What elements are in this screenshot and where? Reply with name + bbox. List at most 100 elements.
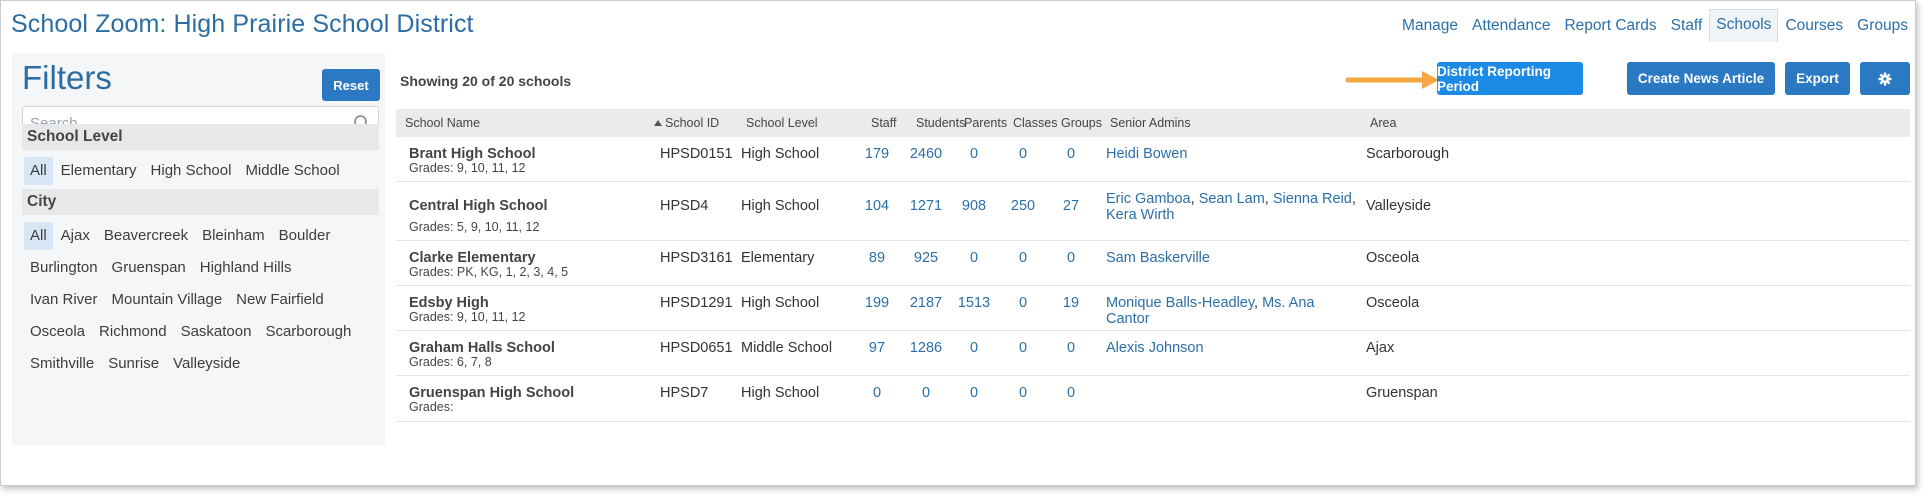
admin-link[interactable]: Monique Balls-Headley <box>1106 295 1255 311</box>
city-option-valleyside[interactable]: Valleyside <box>173 355 241 372</box>
parents-count[interactable]: 0 <box>969 250 979 266</box>
parents-count[interactable]: 0 <box>969 340 979 356</box>
students-count[interactable]: 1271 <box>909 198 943 214</box>
city-option-sunrise[interactable]: Sunrise <box>108 355 160 372</box>
admin-link[interactable]: Ms. Ana Cantor <box>1106 295 1315 327</box>
city-option-beavercreek[interactable]: Beavercreek <box>103 227 189 244</box>
table-row[interactable]: Gruenspan High School Grades: HPSD7 High Sc… <box>396 376 1910 422</box>
reset-button[interactable]: Reset <box>322 69 380 101</box>
students-count[interactable]: 0 <box>921 385 931 401</box>
col-school-id[interactable]: School ID <box>654 116 719 130</box>
staff-count[interactable]: 0 <box>872 385 882 401</box>
admin-link[interactable]: Heidi Bowen <box>1106 146 1188 162</box>
admin-link[interactable]: Eric Gamboa <box>1106 191 1191 207</box>
groups-count[interactable]: 27 <box>1062 198 1080 214</box>
col-area[interactable]: Area <box>1370 116 1397 130</box>
admin-separator: , <box>1264 191 1273 207</box>
city-option-bleinham[interactable]: Bleinham <box>202 227 265 244</box>
nav-attendance[interactable]: Attendance <box>1472 16 1551 34</box>
col-senior-admins[interactable]: Senior Admins <box>1110 116 1191 130</box>
city-option-richmond[interactable]: Richmond <box>99 323 167 340</box>
nav-schools[interactable]: Schools <box>1709 9 1779 42</box>
col-groups[interactable]: Groups <box>1061 116 1102 130</box>
admin-link[interactable]: Sienna Reid <box>1272 191 1352 207</box>
students-count[interactable]: 925 <box>913 250 939 266</box>
city-option-saskatoon[interactable]: Saskatoon <box>180 323 252 340</box>
school-name[interactable]: Brant High School <box>409 146 536 162</box>
staff-count[interactable]: 104 <box>864 198 890 214</box>
table-row[interactable]: Graham Halls School Grades: 6, 7, 8 HPSD06… <box>396 331 1910 376</box>
district-reporting-period-button[interactable]: District Reporting Period <box>1437 62 1583 95</box>
groups-count[interactable]: 0 <box>1066 340 1076 356</box>
table-row[interactable]: Brant High School Grades: 9, 10, 11, 12 HP… <box>396 137 1910 182</box>
city-option-boulder[interactable]: Boulder <box>278 227 331 244</box>
nav-courses[interactable]: Courses <box>1785 16 1844 34</box>
city-option-ajax[interactable]: Ajax <box>60 227 90 244</box>
city-option-smithville[interactable]: Smithville <box>30 355 95 372</box>
city-option-gruenspan[interactable]: Gruenspan <box>111 259 186 276</box>
nav-report-cards[interactable]: Report Cards <box>1564 16 1657 34</box>
city-option-osceola[interactable]: Osceola <box>30 323 86 340</box>
school-level-option-middle-school[interactable]: Middle School <box>245 162 340 179</box>
senior-admins: Sam Baskerville <box>1106 250 1361 266</box>
students-count[interactable]: 1286 <box>909 340 943 356</box>
city-option-scarborough[interactable]: Scarborough <box>265 323 352 340</box>
city-option-burlington[interactable]: Burlington <box>30 259 98 276</box>
table-row[interactable]: Edsby High Grades: 9, 10, 11, 12 HPSD1291 H… <box>396 286 1910 331</box>
nav-groups[interactable]: Groups <box>1857 16 1908 34</box>
groups-count[interactable]: 19 <box>1062 295 1080 311</box>
col-school-name[interactable]: School Name <box>405 116 481 130</box>
school-level-option-high-school[interactable]: High School <box>150 162 232 179</box>
col-classes[interactable]: Classes <box>1013 116 1058 130</box>
classes-count[interactable]: 0 <box>1018 146 1028 162</box>
col-school-level[interactable]: School Level <box>746 116 818 130</box>
export-button[interactable]: Export <box>1785 62 1850 95</box>
students-count[interactable]: 2187 <box>909 295 943 311</box>
school-name[interactable]: Graham Halls School <box>409 340 555 356</box>
admin-link[interactable]: Alexis Johnson <box>1106 340 1204 356</box>
city-option-new-fairfield[interactable]: New Fairfield <box>236 291 324 308</box>
groups-count[interactable]: 0 <box>1066 146 1076 162</box>
city-option-mountain-village[interactable]: Mountain Village <box>111 291 223 308</box>
parents-count[interactable]: 0 <box>969 146 979 162</box>
school-name[interactable]: Central High School <box>409 198 548 214</box>
city-option-highland-hills[interactable]: Highland Hills <box>199 259 292 276</box>
settings-button[interactable] <box>1860 62 1910 95</box>
school-grades: Grades: PK, KG, 1, 2, 3, 4, 5 <box>409 265 569 279</box>
staff-count[interactable]: 179 <box>864 146 890 162</box>
admin-link[interactable]: Kera Wirth <box>1106 207 1175 223</box>
admin-link[interactable]: Sean Lam <box>1198 191 1265 207</box>
nav-manage[interactable]: Manage <box>1402 16 1459 34</box>
classes-count[interactable]: 0 <box>1018 295 1028 311</box>
school-level-option-elementary[interactable]: Elementary <box>60 162 137 179</box>
classes-count[interactable]: 250 <box>1010 198 1036 214</box>
admin-link[interactable]: Sam Baskerville <box>1106 250 1210 266</box>
school-level-label: School Level <box>22 124 379 150</box>
classes-count[interactable]: 0 <box>1018 340 1028 356</box>
parents-count[interactable]: 1513 <box>957 295 991 311</box>
staff-count[interactable]: 199 <box>864 295 890 311</box>
classes-count[interactable]: 0 <box>1018 385 1028 401</box>
staff-count[interactable]: 97 <box>868 340 886 356</box>
create-news-article-button[interactable]: Create News Article <box>1627 62 1775 95</box>
school-name[interactable]: Clarke Elementary <box>409 250 536 266</box>
school-level-option-all[interactable]: All <box>24 157 53 185</box>
school-name[interactable]: Edsby High <box>409 295 489 311</box>
parents-count[interactable]: 0 <box>969 385 979 401</box>
groups-count[interactable]: 0 <box>1066 385 1076 401</box>
city-option-all[interactable]: All <box>24 222 53 250</box>
nav-staff[interactable]: Staff <box>1670 16 1703 34</box>
staff-count[interactable]: 89 <box>868 250 886 266</box>
students-count[interactable]: 2460 <box>909 146 943 162</box>
col-parents[interactable]: Parents <box>964 116 1008 130</box>
classes-count[interactable]: 0 <box>1018 250 1028 266</box>
col-staff[interactable]: Staff <box>871 116 897 130</box>
groups-count[interactable]: 0 <box>1066 250 1076 266</box>
school-name[interactable]: Gruenspan High School <box>409 385 575 401</box>
table-row[interactable]: Clarke Elementary Grades: PK, KG, 1, 2, 3… <box>396 241 1910 286</box>
schools-table: School Name School ID School Level Staff… <box>396 109 1910 422</box>
table-row[interactable]: Central High School Grades: 5, 9, 10, 11,… <box>396 182 1910 241</box>
parents-count[interactable]: 908 <box>961 198 987 214</box>
col-students[interactable]: Students <box>916 116 966 130</box>
city-option-ivan-river[interactable]: Ivan River <box>30 291 98 308</box>
